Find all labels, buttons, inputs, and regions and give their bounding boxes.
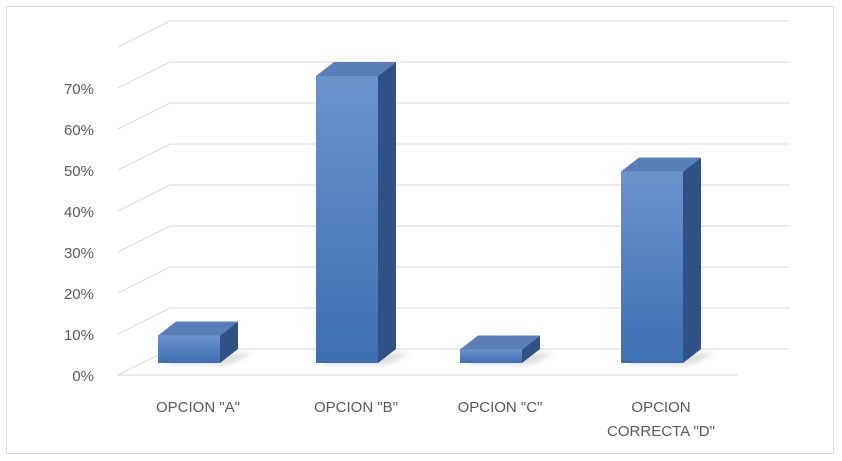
bar-front [621,171,683,363]
bar-top [158,321,238,336]
x-category-label-line: OPCION "C" [458,399,543,416]
bar-top [621,157,701,172]
x-category-label: OPCION "A" [156,399,240,416]
x-category-label: OPCION "B" [314,399,398,416]
gridline [117,102,790,130]
x-category-label-line: OPCION [631,399,690,416]
bar-front [316,76,378,363]
x-category-label: OPCION "C" [458,399,543,416]
bar-side [683,157,701,363]
y-axis-tick-labels: 0% 10% 20% 30% 40% 50% 60% 70% [64,81,94,385]
bars [158,62,715,365]
y-tick-label: 20% [64,286,94,303]
bar-side [522,335,540,363]
y-tick-label: 10% [64,327,94,344]
bar [460,335,554,365]
y-tick-label: 50% [64,163,94,180]
y-tick-label: 60% [64,122,94,139]
y-tick-label: 70% [64,81,94,98]
bar [316,62,410,365]
y-tick-label: 30% [64,245,94,262]
gridline [117,20,790,48]
bar-front [158,335,220,363]
gridline [117,184,790,212]
x-category-label: OPCION CORRECTA "D" [607,399,715,440]
bar-top [316,62,396,76]
y-tick-label: 0% [72,368,94,385]
bar-side [220,321,238,363]
gridline [117,61,790,89]
bar-side [378,62,396,363]
x-category-label-line: OPCION "A" [156,399,240,416]
bar-top [460,335,540,350]
gridline [117,266,790,294]
x-category-label-line: OPCION "B" [314,399,398,416]
x-category-label-line: CORRECTA "D" [607,423,715,440]
bar [158,321,252,365]
gridline [117,143,790,171]
gridline [117,307,790,335]
gridline [117,225,790,253]
bar-front [460,349,522,363]
bar [621,157,715,365]
x-axis-category-labels: OPCION "A" OPCION "B" OPCION "C" OPCION CORR… [156,399,715,440]
gridlines [117,20,790,376]
y-tick-label: 40% [64,204,94,221]
